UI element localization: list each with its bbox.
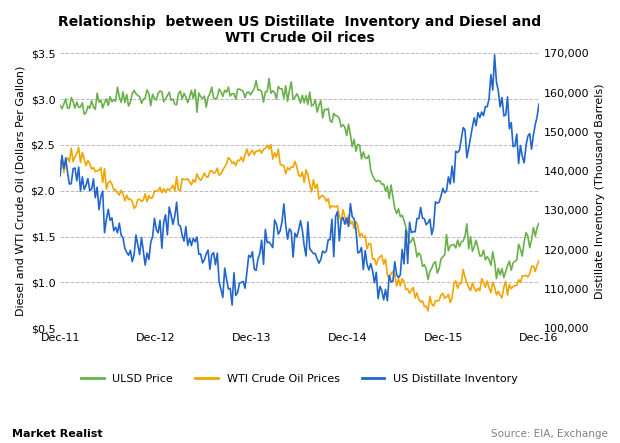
Title: Relationship  between US Distillate  Inventory and Diesel and
WTI Crude Oil rice: Relationship between US Distillate Inven… xyxy=(58,15,541,45)
Text: Source: EIA, Exchange: Source: EIA, Exchange xyxy=(490,428,608,439)
Y-axis label: Distillate Inventory (Thousand Barrels): Distillate Inventory (Thousand Barrels) xyxy=(595,83,605,299)
Y-axis label: Diesel and WTI Crude Oil (Dollars Per Gallon): Diesel and WTI Crude Oil (Dollars Per Ga… xyxy=(15,66,25,316)
Text: Market Realist: Market Realist xyxy=(12,428,103,439)
Legend: ULSD Price, WTI Crude Oil Prices, US Distillate Inventory: ULSD Price, WTI Crude Oil Prices, US Dis… xyxy=(77,369,522,389)
